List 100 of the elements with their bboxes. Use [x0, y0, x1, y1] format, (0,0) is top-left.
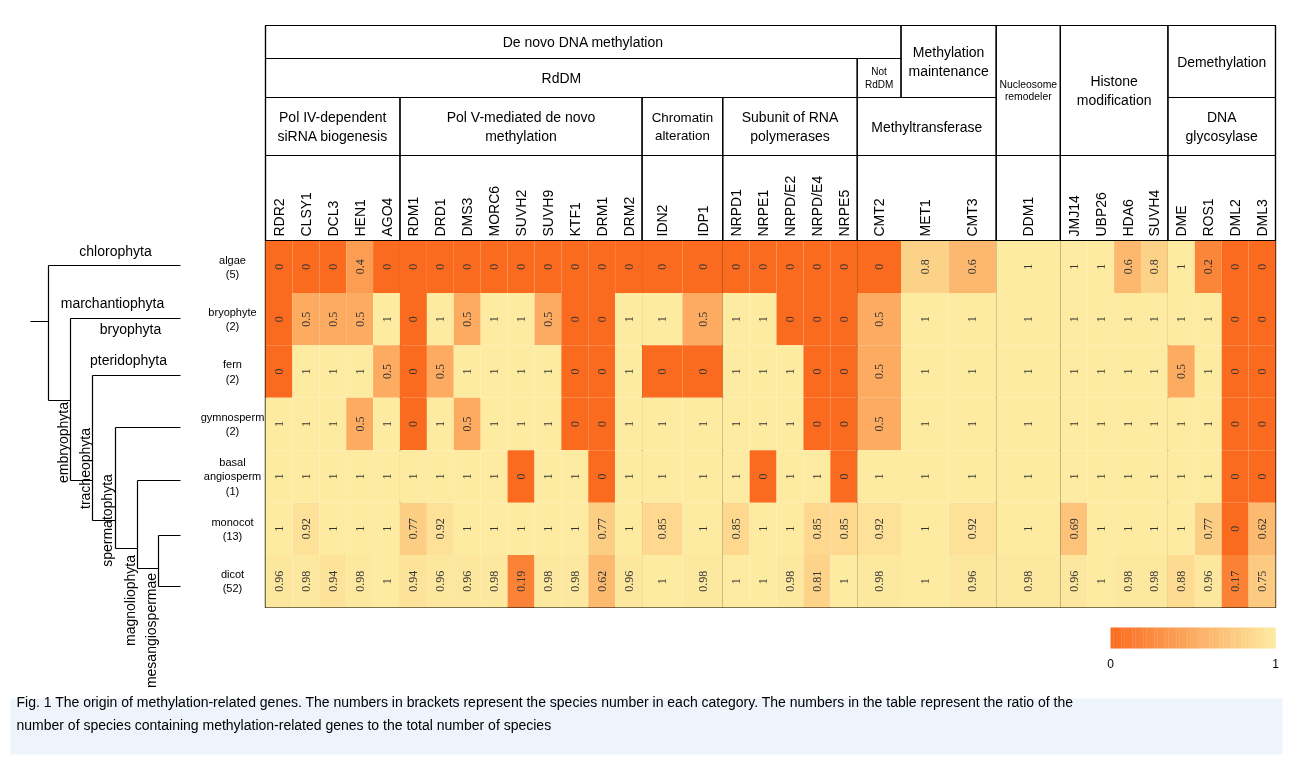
data-label: 0 [809, 263, 824, 270]
data-label: 1 [325, 473, 340, 480]
data-label: 0.98 [352, 570, 367, 592]
data-label: 0 [621, 263, 636, 270]
data-label: 0 [1255, 421, 1270, 427]
data-label: 1 [695, 473, 710, 480]
data-label: 0 [271, 263, 286, 270]
data-label: 0.96 [965, 570, 980, 592]
data-label: 0.4 [352, 259, 367, 275]
text: mesangiospermae [142, 572, 159, 689]
x-tick-label: DML3 [1254, 198, 1271, 237]
data-label: 1 [756, 578, 771, 585]
data-label: 0.98 [1021, 570, 1036, 592]
data-label: 1 [1147, 525, 1162, 532]
data-label: 0 [809, 368, 824, 375]
data-label: 1 [433, 473, 448, 480]
data-label: 0.5 [298, 311, 313, 327]
data-label: 1 [298, 473, 313, 480]
data-label: 1 [379, 473, 394, 480]
data-label: 1 [567, 525, 582, 532]
data-label: 0 [594, 316, 609, 323]
data-label: 0 [695, 368, 710, 375]
data-label: 1 [782, 421, 797, 427]
data-label: 0.88 [1174, 570, 1189, 592]
x-tick-label: RDM1 [405, 196, 422, 237]
data-label: 1 [917, 578, 932, 585]
x-tick-label: NRPD/E2 [781, 175, 798, 237]
x-tick-label: DMS3 [459, 197, 476, 237]
text: tracheophyta [76, 427, 93, 509]
data-label: 0.98 [487, 570, 502, 592]
data-label: 1 [965, 316, 980, 323]
text: Nucleosome remodeler [999, 78, 1058, 103]
data-label: 0.98 [1120, 570, 1135, 592]
data-label: 1 [1093, 578, 1108, 585]
text: Histone modification [1076, 73, 1152, 108]
data-label: 1 [487, 316, 502, 323]
data-label: 0 [433, 263, 448, 270]
data-label: 0.94 [406, 570, 421, 592]
data-label: 1 [1201, 316, 1216, 323]
x-tick-label: KTF1 [566, 202, 583, 237]
text: magnoliophyta [121, 554, 138, 647]
data-label: 1 [1093, 525, 1108, 532]
data-label: 0.5 [352, 311, 367, 327]
data-label: 1 [729, 421, 744, 427]
x-tick-label: AGO4 [378, 197, 395, 237]
data-label: 1 [487, 525, 502, 532]
data-label: 0.92 [965, 518, 980, 540]
x-tick-label: IDP1 [694, 205, 711, 237]
data-label: 1 [325, 368, 340, 375]
data-label: 1 [917, 368, 932, 375]
data-label: 0.75 [1255, 570, 1270, 592]
data-label: 1 [433, 421, 448, 427]
data-label: 0 [1255, 263, 1270, 270]
data-label: 1 [271, 473, 286, 480]
data-label: 0.92 [433, 518, 448, 540]
data-label: 0.96 [460, 570, 475, 592]
data-label: 1 [1201, 368, 1216, 375]
data-label: 1 [729, 316, 744, 323]
color-bar-label: 1 [1272, 657, 1280, 671]
data-label: 1 [1120, 316, 1135, 323]
color-bar-label: 0 [1107, 657, 1115, 671]
data-label: 1 [379, 525, 394, 532]
data-label: 1 [809, 473, 824, 480]
data-label: 1 [1174, 525, 1189, 532]
text: chlorophyta [79, 242, 152, 259]
data-label: 0.98 [540, 570, 555, 592]
caption: Fig. 1 The origin of methylation-related genes. The numbers in brackets represent the species number in each category. The numbers in the table represent the ratio of the number of species containing methylation-related genes to the total number of species [16, 693, 1074, 734]
text: Methylation maintenance [908, 44, 989, 79]
x-tick-label: DRM2 [620, 196, 637, 237]
x-tick-label: NRPE5 [835, 189, 852, 237]
data-label: 1 [729, 473, 744, 480]
data-label: 0 [460, 263, 475, 270]
data-label: 1 [433, 316, 448, 323]
data-label: 0 [1255, 368, 1270, 375]
data-label: 0.8 [917, 259, 932, 275]
data-label: 1 [1021, 368, 1036, 375]
y-tick-label: monocot (13) [211, 515, 254, 543]
data-label: 0 [655, 368, 670, 375]
data-label: 1 [1021, 316, 1036, 323]
data-label: 1 [540, 368, 555, 375]
data-label: 1 [621, 525, 636, 532]
x-tick-label: ROS1 [1200, 198, 1217, 237]
data-label: 1 [1147, 473, 1162, 480]
data-label: 1 [1021, 525, 1036, 532]
text: Pol V-mediated de novo methylation [446, 109, 596, 144]
data-label: 1 [271, 421, 286, 427]
x-tick-label: DML2 [1227, 198, 1244, 237]
data-label: 1 [965, 473, 980, 480]
text: RdDM [864, 78, 894, 90]
data-label: 1 [1066, 368, 1081, 375]
data-label: 1 [695, 525, 710, 532]
data-label: 0 [567, 368, 582, 375]
text: Chromatin alteration [651, 110, 714, 143]
data-label: 0 [567, 316, 582, 323]
data-label: 1 [460, 525, 475, 532]
y-tick-label: basal angiosperm (1) [203, 456, 262, 497]
y-tick-label: algae (5) [219, 253, 246, 280]
data-label: 0.5 [460, 311, 475, 327]
y-tick-label: fern (2) [223, 358, 242, 385]
data-label: 1 [1174, 473, 1189, 480]
